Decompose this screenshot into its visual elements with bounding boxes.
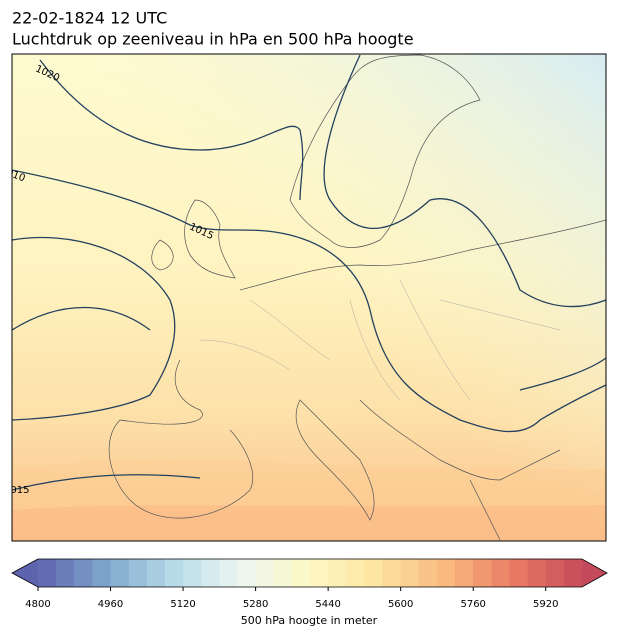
colorbar-cell: [473, 559, 492, 587]
colorbar-cell: [56, 559, 75, 587]
colorbar-cell: [418, 559, 438, 587]
colorbar-tick-label: 5120: [170, 599, 195, 610]
colorbar-cell: [201, 559, 220, 587]
colorbar-outline: [11, 558, 608, 588]
colorbar-cell: [110, 559, 130, 587]
colorbar-tick-label: 5920: [533, 599, 558, 610]
colorbar-cell: [400, 559, 420, 587]
colorbar-cell: [328, 559, 347, 587]
colorbar-cell: [364, 559, 384, 587]
colorbar-cell: [346, 559, 365, 587]
colorbar-cell: [382, 559, 402, 587]
isobar-label: 1015: [4, 485, 29, 496]
colorbar-cell: [74, 559, 93, 587]
colorbar-cell: [237, 559, 257, 587]
plot-date: 22-02-1824 12 UTC: [12, 9, 167, 28]
colorbar-cell: [255, 559, 275, 587]
colorbar-cell: [491, 559, 510, 587]
colorbar-tick-label: 5280: [243, 599, 268, 610]
map: 1020 1010 1015 1015: [4, 54, 606, 541]
colorbar: 4800 4960 5120 5280 5440 5600 5760 5920: [11, 558, 608, 610]
colorbar-tick-label: 4960: [98, 599, 123, 610]
colorbar-tick-label: 5760: [460, 599, 485, 610]
plot-title: Luchtdruk op zeeniveau in hPa en 500 hPa…: [12, 30, 414, 49]
map-frame: [11, 53, 607, 542]
colorbar-cell: [527, 559, 547, 587]
colorbar-tick-label: 4800: [25, 599, 50, 610]
colorbar-cell: [455, 559, 474, 587]
colorbar-cell: [563, 559, 583, 587]
colorbar-cell: [509, 559, 529, 587]
colorbar-cell: [146, 559, 166, 587]
colorbar-cell: [128, 559, 148, 587]
colorbar-cell: [38, 559, 57, 587]
colorbar-cell: [164, 559, 184, 587]
colorbar-cell: [273, 559, 293, 587]
colorbar-cell: [436, 559, 456, 587]
colorbar-cell: [310, 559, 329, 587]
colorbar-tick-label: 5600: [388, 599, 413, 610]
colorbar-cell: [219, 559, 238, 587]
colorbar-cell: [92, 559, 112, 587]
colorbar-tick-label: 5440: [315, 599, 340, 610]
colorbar-cell: [291, 559, 311, 587]
colorbar-cell: [545, 559, 565, 587]
colorbar-cell: [183, 559, 202, 587]
colorbar-extend-low: [12, 559, 38, 587]
colorbar-extend-high: [582, 559, 607, 587]
colorbar-label: 500 hPa hoogte in meter: [241, 614, 378, 627]
